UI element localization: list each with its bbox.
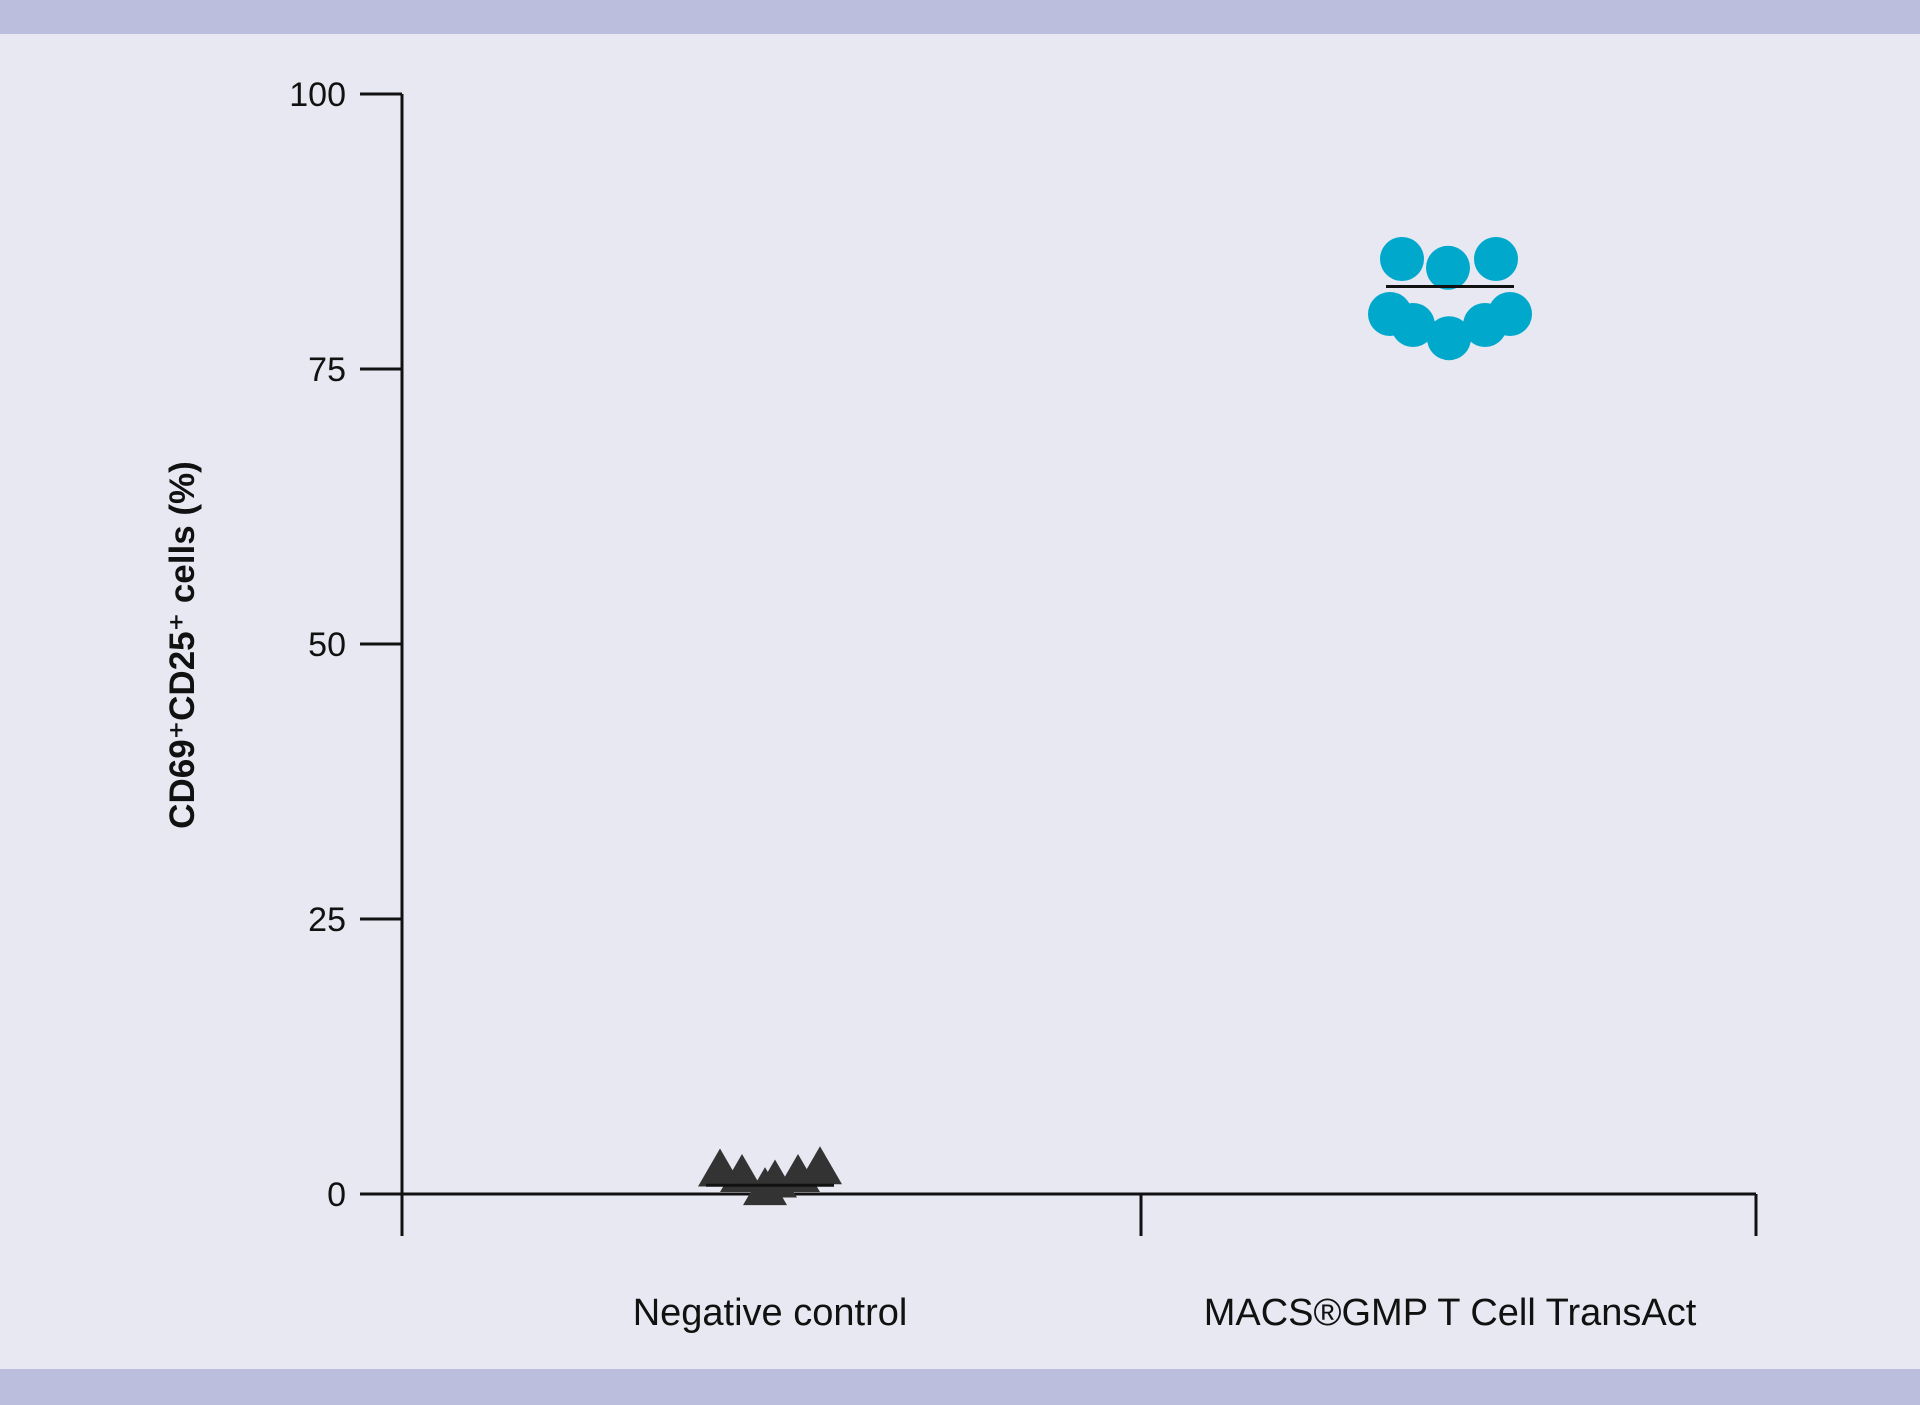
data-points (698, 237, 1532, 1206)
data-point-circle (1474, 237, 1518, 281)
y-tick-label: 0 (327, 1176, 346, 1214)
data-point-circle (1488, 292, 1532, 336)
y-tick-label: 75 (308, 351, 346, 389)
x-category-label: Negative control (633, 1292, 908, 1334)
data-point-triangle (798, 1146, 842, 1185)
data-point-circle (1391, 303, 1435, 347)
y-ticks: 0 25 50 75 100 (289, 76, 402, 1214)
mean-lines (706, 285, 1514, 1187)
top-band (0, 0, 1920, 34)
y-axis-title: CD69⁺CD25⁺ cells (%) (163, 461, 202, 829)
bottom-band (0, 1369, 1920, 1405)
y-tick-label: 25 (308, 901, 346, 939)
x-category-label: MACS®GMP T Cell TransAct (1204, 1292, 1697, 1334)
data-point-circle (1380, 237, 1424, 281)
data-point-circle (1427, 316, 1471, 361)
data-point-triangle (720, 1153, 764, 1192)
y-tick-label: 50 (308, 626, 346, 664)
y-tick-label: 100 (289, 76, 346, 114)
x-ticks: Negative control MACS®GMP T Cell TransAct (633, 1194, 1758, 1334)
data-point-circle (1426, 245, 1470, 290)
